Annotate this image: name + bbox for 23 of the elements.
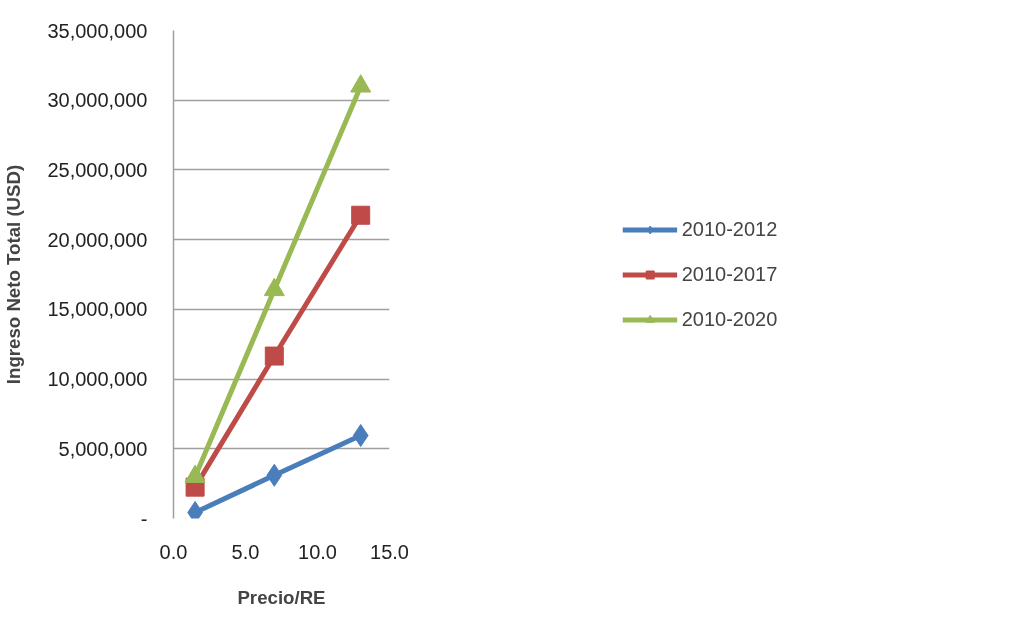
x-tick-label: 0.0 bbox=[159, 540, 188, 563]
x-axis-title: Precio/RE bbox=[237, 586, 326, 608]
y-tick-label: 35,000,000 bbox=[47, 19, 148, 42]
y-tick-label: - bbox=[140, 507, 148, 530]
legend-label: 2010-2012 bbox=[681, 217, 778, 241]
point bbox=[263, 277, 285, 297]
point bbox=[352, 424, 369, 448]
y-axis-title: Ingreso Neto Total (USD) bbox=[3, 164, 25, 385]
legend-label: 2010-2017 bbox=[681, 262, 778, 286]
y-tick-label: 5,000,000 bbox=[58, 437, 148, 460]
x-tick-label: 10.0 bbox=[298, 540, 337, 563]
point bbox=[351, 205, 371, 225]
y-tick-label: 20,000,000 bbox=[47, 228, 148, 251]
point bbox=[350, 74, 372, 93]
y-tick-label: 10,000,000 bbox=[47, 368, 148, 391]
x-tick-label: 5.0 bbox=[231, 540, 260, 563]
y-tick-label: 25,000,000 bbox=[47, 158, 148, 181]
point bbox=[266, 463, 283, 487]
legend-label: 2010-2020 bbox=[681, 307, 778, 331]
y-tick-label: 30,000,000 bbox=[47, 89, 148, 112]
y-tick-label: 15,000,000 bbox=[47, 298, 148, 321]
point bbox=[264, 346, 284, 366]
x-tick-label: 15.0 bbox=[370, 540, 409, 563]
